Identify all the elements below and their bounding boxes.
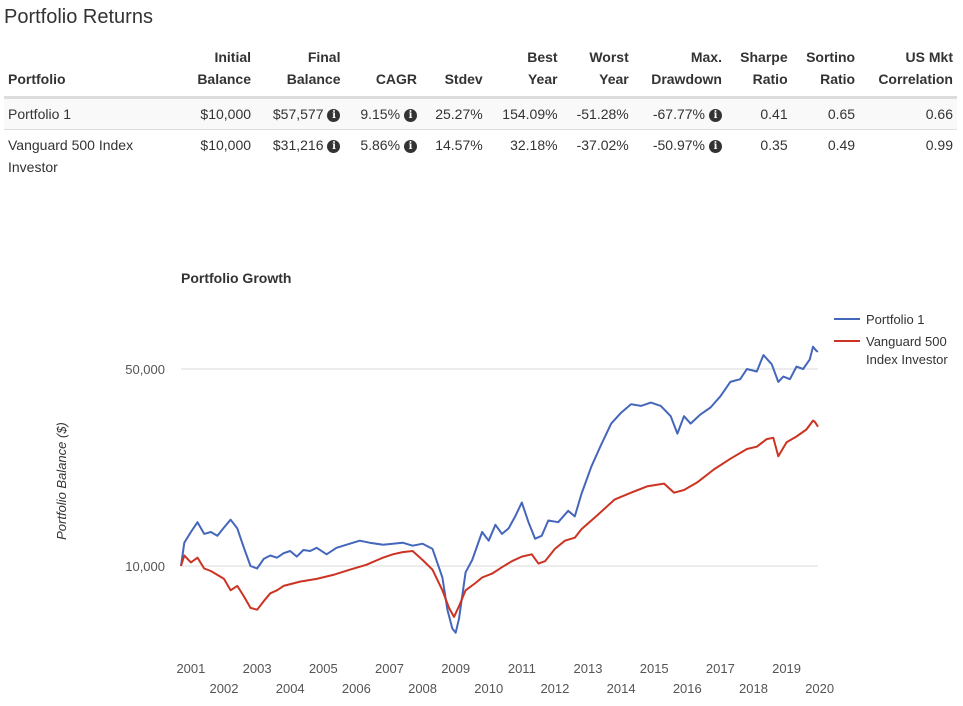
- header-sharpe-ratio[interactable]: Sharpe Ratio: [725, 44, 792, 99]
- cell-worst-year: -51.28%: [561, 97, 633, 130]
- header-worst-year[interactable]: Worst Year: [561, 44, 633, 99]
- x-tick-label: 2013: [574, 661, 603, 676]
- y-tick-label: 50,000: [125, 362, 165, 377]
- cell-max-drawdown: -50.97% i: [633, 130, 726, 183]
- x-tick-label: 2003: [243, 661, 272, 676]
- x-tick-label: 2020: [805, 681, 834, 696]
- x-tick-label: 2011: [508, 661, 536, 676]
- x-tick-label: 2005: [309, 661, 338, 676]
- series-line-vanguard-500: [180, 419, 819, 618]
- x-tick-label: 2019: [772, 661, 801, 676]
- x-tick-label: 2012: [540, 681, 569, 696]
- cell-max-drawdown: -67.77% i: [632, 97, 726, 130]
- header-sortino-ratio[interactable]: Sortino Ratio: [791, 44, 860, 99]
- chart-title: Portfolio Growth: [181, 270, 291, 286]
- x-tick-label: 2007: [375, 661, 404, 676]
- x-tick-label: 2008: [408, 681, 437, 696]
- info-circle-icon[interactable]: i: [708, 109, 722, 122]
- x-tick-label: 2009: [441, 661, 470, 676]
- header-cagr[interactable]: CAGR: [344, 44, 422, 99]
- info-circle-icon[interactable]: i: [327, 140, 341, 153]
- legend-label: Vanguard 500: [866, 334, 947, 349]
- info-circle-icon[interactable]: i: [404, 109, 418, 122]
- cell-cagr: 9.15% i: [344, 97, 422, 130]
- cell-best-year: 154.09%: [486, 97, 562, 130]
- header-initial-balance[interactable]: Initial Balance: [182, 44, 256, 99]
- cell-us-mkt-correlation: 0.99: [925, 137, 953, 153]
- x-tick-label: 2017: [706, 661, 735, 676]
- cell-portfolio: Portfolio 1: [4, 97, 182, 130]
- legend-label: Index Investor: [866, 352, 948, 367]
- header-us-mkt-correlation[interactable]: US Mkt Correlation: [859, 44, 957, 99]
- table-row: Portfolio 1 $10,000 $57,577 i 9.15% i 25.2…: [4, 97, 957, 130]
- x-tick-label: 2010: [474, 681, 503, 696]
- legend-label: Portfolio 1: [866, 312, 925, 327]
- y-axis-label: Portfolio Balance ($): [54, 422, 69, 540]
- info-circle-icon[interactable]: i: [404, 140, 418, 153]
- cell-worst-year: -37.02%: [576, 137, 629, 153]
- cell-sharpe-ratio: 0.35: [760, 137, 788, 153]
- info-circle-icon[interactable]: i: [327, 109, 341, 122]
- y-tick-label: 10,000: [125, 559, 165, 574]
- cell-sortino-ratio: 0.65: [791, 97, 860, 130]
- header-stdev[interactable]: Stdev: [421, 44, 487, 99]
- series-line-portfolio-1: [180, 345, 819, 634]
- cell-cagr: 5.86% i: [344, 130, 421, 183]
- x-tick-label: 2002: [210, 681, 239, 696]
- x-tick-label: 2014: [607, 681, 636, 696]
- header-max-drawdown[interactable]: Max. Drawdown: [632, 44, 726, 99]
- cell-stdev: 14.57%: [435, 137, 483, 153]
- header-best-year[interactable]: Best Year: [486, 44, 562, 99]
- cell-initial-balance: $10,000: [182, 97, 256, 130]
- x-tick-label: 2001: [176, 661, 205, 676]
- header-portfolio[interactable]: Portfolio: [4, 44, 182, 99]
- header-final-balance[interactable]: Final Balance: [255, 44, 345, 99]
- cell-best-year: 32.18%: [510, 137, 558, 153]
- x-tick-label: 2016: [673, 681, 702, 696]
- table-header-row: Portfolio Initial Balance Final Balance CA…: [4, 44, 957, 99]
- cell-sharpe-ratio: 0.41: [725, 97, 792, 130]
- cell-initial-balance: $10,000: [200, 137, 252, 153]
- table-row: Vanguard 500 Index Investor $10,000 $31,…: [4, 130, 957, 183]
- info-circle-icon[interactable]: i: [708, 140, 722, 153]
- x-tick-label: 2006: [342, 681, 371, 696]
- x-tick-label: 2015: [640, 661, 669, 676]
- cell-final-balance: $31,216 i: [255, 130, 344, 183]
- cell-us-mkt-correlation: 0.66: [859, 97, 957, 130]
- cell-portfolio: Vanguard 500 Index Investor: [8, 137, 134, 175]
- x-tick-label: 2018: [739, 681, 768, 696]
- cell-stdev: 25.27%: [421, 97, 487, 130]
- portfolio-returns-table: Portfolio Initial Balance Final Balance CA…: [4, 44, 957, 182]
- cell-final-balance: $57,577 i: [255, 97, 345, 130]
- x-tick-label: 2004: [276, 681, 305, 696]
- section-title: Portfolio Returns: [4, 6, 153, 28]
- cell-sortino-ratio: 0.49: [827, 137, 856, 153]
